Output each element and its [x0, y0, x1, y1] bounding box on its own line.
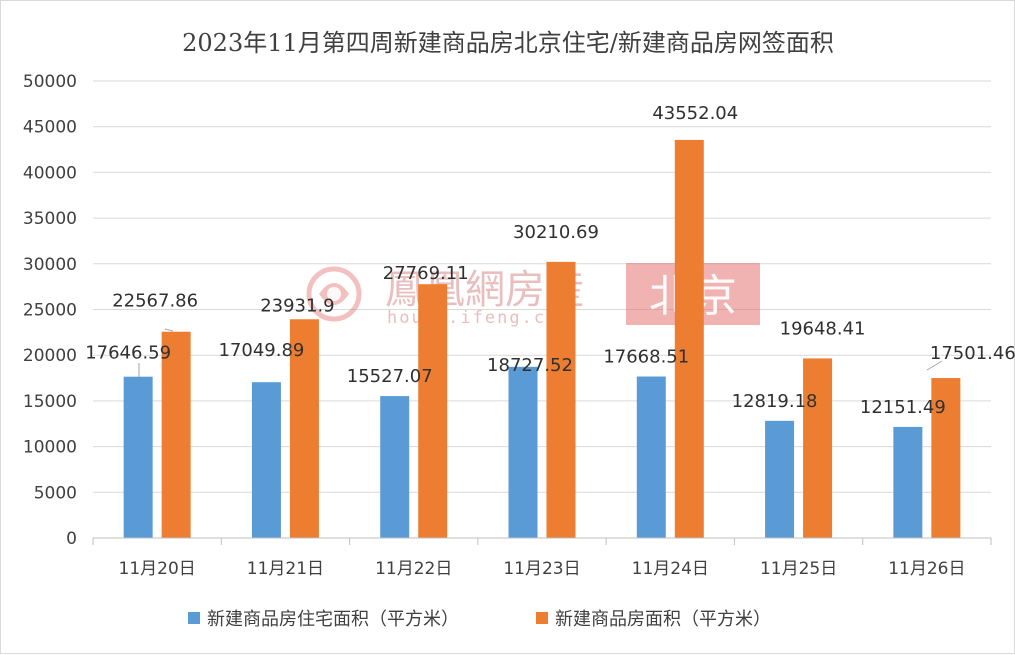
- y-tick-label: 20000: [23, 346, 77, 366]
- data-label: 19648.41: [780, 318, 866, 339]
- data-label: 18727.52: [487, 355, 573, 376]
- bar-residential: [893, 426, 923, 538]
- bar-residential: [508, 366, 538, 538]
- bar-total: [931, 378, 961, 538]
- chart-title: 2023年11月第四周新建商品房北京住宅/新建商品房网签面积: [182, 29, 834, 57]
- bar-residential: [765, 420, 795, 538]
- y-tick-label: 30000: [23, 255, 77, 275]
- bar-total: [289, 319, 319, 538]
- data-labels: 17646.59 17049.89 15527.07 18727.52 17668.51…: [85, 103, 1015, 418]
- data-label: 43552.04: [652, 103, 738, 124]
- bar-residential: [380, 396, 410, 538]
- bar-total: [161, 331, 191, 538]
- legend-swatch: [536, 612, 548, 624]
- legend-label: 新建商品房住宅面积（平方米）: [207, 609, 459, 630]
- x-tick-label: 11月23日: [503, 559, 580, 579]
- gridlines: [93, 80, 991, 493]
- x-tick-label: 11月21日: [247, 559, 324, 579]
- bar-residential: [636, 376, 666, 538]
- bars: [123, 139, 961, 538]
- bar-residential: [123, 376, 153, 538]
- data-label: 22567.86: [112, 291, 198, 312]
- data-label: 30210.69: [513, 222, 599, 243]
- data-label: 12151.49: [860, 397, 946, 418]
- data-label: 17668.51: [603, 347, 689, 368]
- leader-line: [164, 328, 174, 332]
- label-leader-lines: [138, 328, 943, 377]
- x-tick-label: 11月26日: [888, 559, 965, 579]
- leader-line: [926, 360, 943, 371]
- y-tick-label: 40000: [23, 163, 77, 183]
- data-label: 23931.9: [260, 295, 334, 316]
- y-tick-label: 25000: [23, 301, 77, 321]
- x-tick-label: 11月20日: [119, 559, 196, 579]
- bar-total: [803, 358, 833, 538]
- y-tick-label: 10000: [23, 438, 77, 458]
- data-label: 15527.07: [347, 366, 433, 387]
- watermark-url: house.ifeng.com: [387, 308, 571, 328]
- x-axis: 11月20日 11月21日 11月22日 11月23日 11月24日 11月25日 11月2…: [92, 537, 992, 579]
- y-tick-label: 5000: [34, 483, 77, 503]
- legend-label: 新建商品房面积（平方米）: [555, 609, 771, 630]
- data-label: 17501.46: [930, 343, 1015, 364]
- y-tick-label: 50000: [23, 72, 77, 92]
- y-axis: 0 5000 10000 15000 20000 25000 30000 35000 40000…: [23, 72, 77, 549]
- y-tick-label: 45000: [23, 118, 77, 138]
- y-tick-label: 0: [66, 529, 77, 549]
- bar-total: [546, 261, 576, 538]
- legend-swatch: [188, 612, 200, 624]
- ifeng-logo-icon: [306, 266, 362, 322]
- data-label: 17049.89: [218, 340, 304, 361]
- data-label: 12819.18: [732, 391, 818, 412]
- x-tick-label: 11月22日: [375, 559, 452, 579]
- legend: 新建商品房住宅面积（平方米） 新建商品房面积（平方米）: [188, 609, 771, 630]
- data-label: 17646.59: [85, 343, 171, 364]
- bar-residential: [251, 382, 281, 538]
- y-tick-label: 35000: [23, 209, 77, 229]
- data-label: 27769.11: [383, 263, 469, 284]
- bar-total: [418, 284, 448, 538]
- y-tick-label: 15000: [23, 392, 77, 412]
- x-tick-label: 11月24日: [632, 559, 709, 579]
- x-tick-label: 11月25日: [760, 559, 837, 579]
- bar-total: [674, 139, 704, 538]
